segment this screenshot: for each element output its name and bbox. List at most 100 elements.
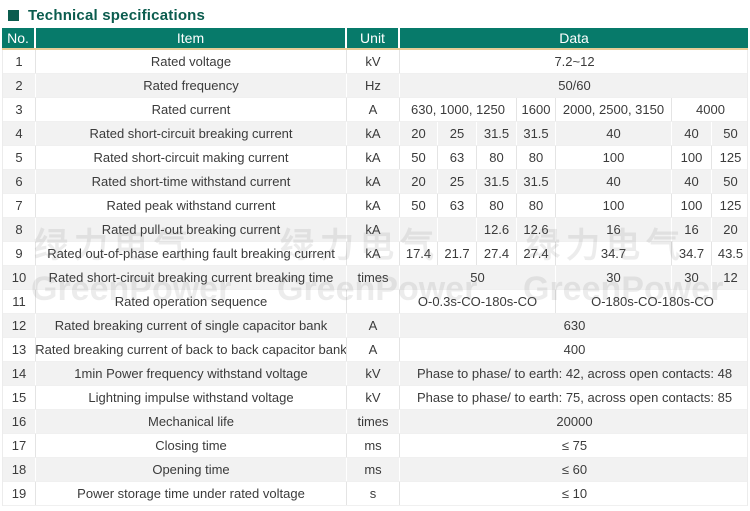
table-row: 13 Rated breaking current of back to back… — [3, 338, 747, 362]
table-row: 3 Rated current A 630, 1000, 1250 1600 2000, … — [3, 98, 747, 122]
spec-table: No. Item Unit Data 1 Rated voltage kV 7.2~1… — [2, 28, 748, 506]
row-data-cell — [437, 218, 476, 241]
row-data: Phase to phase/ to earth: 42, across ope… — [399, 362, 749, 385]
row-data-cell: 125 — [711, 146, 749, 169]
row-data: 20 25 31.5 31.5 40 40 50 — [399, 122, 749, 145]
table-row: 5 Rated short-circuit making current kA 50 6… — [3, 146, 747, 170]
row-data: ≤ 10 — [399, 482, 749, 505]
row-unit: kA — [346, 122, 399, 145]
row-number: 16 — [11, 414, 27, 429]
row-data: 630, 1000, 1250 1600 2000, 2500, 3150 4000 — [399, 98, 749, 121]
row-data-cell: 27.4 — [516, 242, 555, 265]
row-data-cell: 31.5 — [516, 122, 555, 145]
row-data-cell: 27.4 — [476, 242, 516, 265]
row-data-cell: ≤ 60 — [399, 458, 749, 481]
row-item-label: Closing time — [35, 434, 346, 457]
row-unit: ms — [346, 434, 399, 457]
row-item-label: Rated peak withstand current — [35, 194, 346, 217]
col-header-no: No. — [7, 30, 29, 46]
row-data: 7.2~12 — [399, 50, 749, 73]
row-unit: ms — [346, 458, 399, 481]
page-title-row: Technical specifications — [0, 0, 750, 24]
row-data: 17.4 21.7 27.4 27.4 34.7 34.7 43.5 — [399, 242, 749, 265]
row-item-label: Lightning impulse withstand voltage — [35, 386, 346, 409]
row-unit — [346, 290, 399, 313]
row-data-cell: 100 — [671, 146, 711, 169]
row-data-cell: 20000 — [399, 410, 749, 433]
row-data-cell: 40 — [555, 170, 671, 193]
row-data-cell: 40 — [671, 170, 711, 193]
table-row: 6 Rated short-time withstand current kA 20 2… — [3, 170, 747, 194]
row-number: 17 — [11, 438, 27, 453]
table-row: 14 1min Power frequency withstand voltage… — [3, 362, 747, 386]
row-number: 1 — [15, 54, 23, 69]
row-number: 7 — [15, 198, 23, 213]
title-bullet-icon — [8, 9, 19, 21]
row-data-cell: 30 — [555, 266, 671, 289]
row-data: 12.6 12.6 16 16 20 — [399, 218, 749, 241]
row-number: 10 — [11, 270, 27, 285]
row-data: ≤ 60 — [399, 458, 749, 481]
row-item-label: Mechanical life — [35, 410, 346, 433]
row-data-cell: 16 — [555, 218, 671, 241]
row-data-cell: 2000, 2500, 3150 — [555, 98, 671, 121]
row-data-cell: 63 — [437, 194, 476, 217]
row-number: 5 — [15, 150, 23, 165]
row-number: 15 — [11, 390, 27, 405]
row-data-cell: 17.4 — [399, 242, 437, 265]
row-data-cell — [399, 218, 437, 241]
row-data-cell: 12.6 — [476, 218, 516, 241]
row-data-cell: 630, 1000, 1250 — [399, 98, 516, 121]
row-unit: kV — [346, 386, 399, 409]
row-data: 50 63 80 80 100 100 125 — [399, 194, 749, 217]
row-data-cell: 50 — [399, 266, 555, 289]
row-data-cell: O-180s-CO-180s-CO — [555, 290, 749, 313]
row-data-cell: 31.5 — [476, 122, 516, 145]
row-data-cell: ≤ 75 — [399, 434, 749, 457]
row-data-cell: 34.7 — [555, 242, 671, 265]
row-unit: kV — [346, 362, 399, 385]
page-title: Technical specifications — [28, 6, 206, 24]
row-data-cell: Phase to phase/ to earth: 42, across ope… — [399, 362, 749, 385]
row-number: 11 — [12, 294, 26, 309]
row-data-cell: 80 — [516, 194, 555, 217]
row-data-cell: 63 — [437, 146, 476, 169]
row-item-label: Rated breaking current of back to back c… — [35, 338, 346, 361]
row-data: Phase to phase/ to earth: 75, across ope… — [399, 386, 749, 409]
row-item-label: Rated operation sequence — [35, 290, 346, 313]
row-item-label: Rated short-circuit breaking current — [35, 122, 346, 145]
row-data-cell: O-0.3s-CO-180s-CO — [399, 290, 555, 313]
row-data-cell: 50 — [711, 122, 749, 145]
row-data-cell: 100 — [555, 146, 671, 169]
row-item-label: Opening time — [35, 458, 346, 481]
row-item-label: Rated current — [35, 98, 346, 121]
row-data-cell: 7.2~12 — [399, 50, 749, 73]
row-data-cell: 12.6 — [516, 218, 555, 241]
row-data-cell: 20 — [399, 122, 437, 145]
row-item-label: Rated short-circuit making current — [35, 146, 346, 169]
row-data-cell: Phase to phase/ to earth: 75, across ope… — [399, 386, 749, 409]
row-data-cell: 80 — [476, 146, 516, 169]
row-unit: s — [346, 482, 399, 505]
table-body: 1 Rated voltage kV 7.2~12 2 Rated frequency Hz… — [2, 50, 748, 506]
row-item-label: Rated frequency — [35, 74, 346, 97]
row-unit: A — [346, 98, 399, 121]
row-data: ≤ 75 — [399, 434, 749, 457]
row-item-label: Rated out-of-phase earthing fault breaki… — [35, 242, 346, 265]
row-unit: kA — [346, 194, 399, 217]
row-unit: kA — [346, 242, 399, 265]
row-number: 8 — [15, 222, 23, 237]
row-data: 50 63 80 80 100 100 125 — [399, 146, 749, 169]
table-row: 10 Rated short-circuit breaking current b… — [3, 266, 747, 290]
row-item-label: Rated breaking current of single capacit… — [35, 314, 346, 337]
table-row: 19 Power storage time under rated voltage… — [3, 482, 747, 506]
row-unit: kA — [346, 146, 399, 169]
row-data-cell: 100 — [671, 194, 711, 217]
row-data-cell: 20 — [711, 218, 749, 241]
col-header-unit: Unit — [345, 28, 398, 48]
col-header-data: Data — [398, 28, 748, 48]
row-data-cell: 31.5 — [476, 170, 516, 193]
row-unit: times — [346, 266, 399, 289]
row-unit: kA — [346, 218, 399, 241]
row-data-cell: 630 — [399, 314, 749, 337]
